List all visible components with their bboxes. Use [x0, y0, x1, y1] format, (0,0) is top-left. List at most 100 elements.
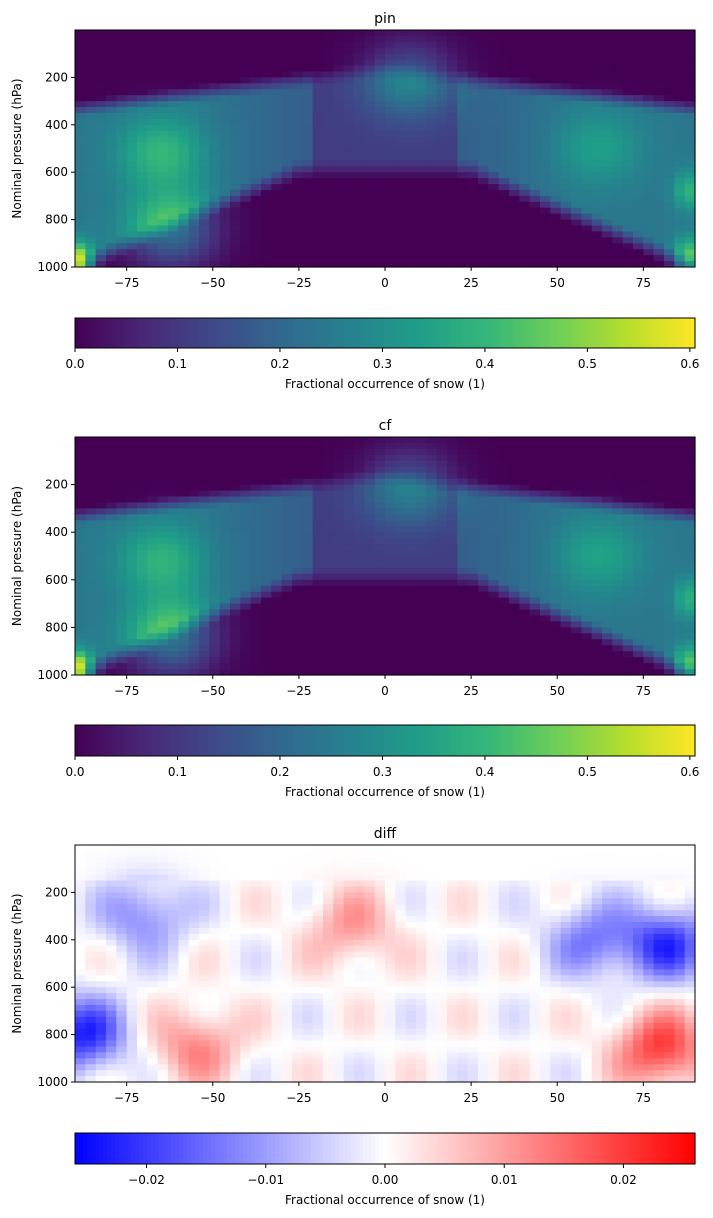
- heatmap-cell: [374, 645, 386, 652]
- heatmap-cell: [261, 154, 272, 161]
- heatmap-cell: [447, 645, 458, 652]
- heatmap-cell: [385, 59, 396, 67]
- heatmap-cell: [271, 30, 283, 37]
- heatmap-cell: [560, 561, 572, 569]
- heatmap-cell: [478, 95, 489, 102]
- heatmap-cell: [560, 567, 572, 575]
- heatmap-cell: [488, 669, 500, 676]
- heatmap-cell: [188, 633, 200, 640]
- heatmap-cell: [426, 639, 438, 646]
- heatmap-cell: [343, 502, 355, 509]
- heatmap-cell: [126, 261, 138, 268]
- heatmap-cell: [602, 112, 613, 120]
- heatmap-cell: [199, 466, 210, 474]
- heatmap-cell: [261, 71, 272, 78]
- heatmap-cell: [106, 231, 117, 238]
- heatmap-cell: [281, 83, 293, 90]
- heatmap-cell: [653, 657, 665, 664]
- heatmap-cell: [302, 591, 314, 599]
- heatmap-cell: [106, 118, 117, 126]
- heatmap-cell: [354, 95, 365, 102]
- heatmap-cell: [271, 472, 283, 480]
- heatmap-cell: [405, 508, 417, 515]
- heatmap-cell: [230, 472, 241, 480]
- heatmap-cell: [333, 189, 345, 197]
- heatmap-cell: [199, 585, 210, 593]
- heatmap-cell: [633, 597, 644, 605]
- heatmap-cell: [571, 663, 582, 670]
- heatmap-cell: [374, 556, 386, 563]
- heatmap-cell: [591, 124, 603, 132]
- heatmap-cell: [302, 101, 314, 108]
- heatmap-cell: [529, 538, 541, 545]
- heatmap-cell: [602, 508, 613, 515]
- heatmap-cell: [684, 538, 696, 545]
- heatmap-cell: [364, 633, 376, 640]
- heatmap-cell: [250, 130, 262, 138]
- heatmap-cell: [75, 261, 86, 268]
- heatmap-cell: [147, 142, 159, 150]
- heatmap-cell: [447, 184, 458, 191]
- heatmap-cell: [571, 591, 582, 599]
- heatmap-cell: [364, 142, 376, 150]
- colorbar-segment: [491, 318, 496, 348]
- heatmap-cell: [240, 112, 252, 120]
- colorbar-segment: [91, 318, 96, 348]
- heatmap-cell: [395, 189, 407, 197]
- heatmap-cell: [519, 255, 531, 262]
- heatmap-cell: [529, 663, 541, 670]
- heatmap-cell: [250, 89, 262, 96]
- heatmap-cell: [643, 526, 655, 533]
- heatmap-cell: [571, 213, 582, 221]
- heatmap-cell: [364, 83, 376, 90]
- heatmap-cell: [199, 112, 210, 120]
- heatmap-cell: [529, 261, 541, 268]
- heatmap-cell: [343, 550, 355, 557]
- heatmap-cell: [261, 472, 272, 480]
- heatmap-cell: [664, 437, 675, 444]
- heatmap-cell: [106, 59, 117, 67]
- heatmap-cell: [292, 112, 303, 120]
- heatmap-cell: [343, 627, 355, 634]
- heatmap-cell: [519, 41, 531, 49]
- heatmap-cell: [85, 83, 97, 90]
- heatmap-cell: [281, 651, 293, 658]
- heatmap-cell: [374, 213, 386, 221]
- heatmap-cell: [612, 219, 624, 227]
- heatmap-cell: [581, 621, 593, 628]
- heatmap-cell: [684, 603, 696, 611]
- heatmap-cell: [674, 148, 686, 156]
- heatmap-cell: [622, 142, 634, 150]
- colorbar-segment: [111, 318, 116, 348]
- heatmap-cell: [622, 597, 634, 605]
- heatmap-cell: [250, 219, 262, 227]
- heatmap-cell: [168, 207, 179, 215]
- heatmap-cell: [157, 508, 169, 515]
- heatmap-cell: [199, 71, 210, 78]
- heatmap-cell: [653, 466, 665, 474]
- heatmap-cell: [323, 71, 334, 78]
- heatmap-cell: [436, 142, 448, 150]
- heatmap-cell: [281, 585, 293, 593]
- heatmap-cell: [684, 508, 696, 515]
- heatmap-cell: [447, 472, 458, 480]
- heatmap-cell: [416, 172, 427, 179]
- heatmap-cell: [292, 442, 303, 450]
- heatmap-cell: [612, 556, 624, 563]
- heatmap-cell: [498, 633, 510, 640]
- heatmap-cell: [612, 484, 624, 492]
- heatmap-cell: [633, 219, 644, 227]
- heatmap-cell: [106, 207, 117, 215]
- heatmap-cell: [199, 172, 210, 179]
- heatmap-cell: [674, 219, 686, 227]
- heatmap-cell: [447, 112, 458, 120]
- heatmap-cell: [374, 136, 386, 144]
- heatmap-cell: [209, 30, 221, 37]
- heatmap-cell: [581, 561, 593, 569]
- heatmap-cell: [509, 59, 520, 67]
- heatmap-cell: [178, 603, 190, 611]
- heatmap-cell: [550, 609, 562, 617]
- heatmap-cell: [488, 35, 500, 43]
- heatmap-cell: [612, 65, 624, 73]
- heatmap-cell: [540, 526, 551, 533]
